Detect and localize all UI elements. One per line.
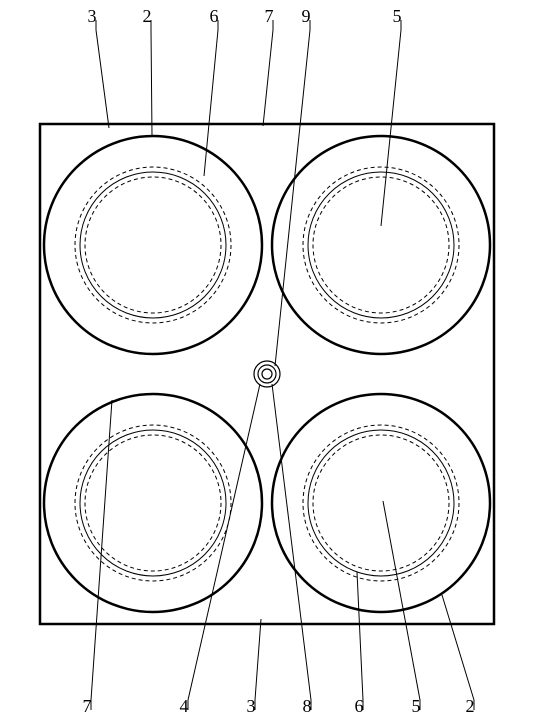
center-hub-ring-1 bbox=[258, 365, 276, 383]
callout-number: 5 bbox=[393, 6, 402, 26]
callout-number: 2 bbox=[143, 6, 152, 26]
outer-circle-0 bbox=[44, 136, 262, 354]
outer-circle-2 bbox=[44, 394, 262, 612]
inner-dashed-out-3 bbox=[303, 425, 459, 581]
leader-line bbox=[381, 30, 401, 226]
callout-number: 3 bbox=[88, 6, 97, 26]
outer-circle-3 bbox=[272, 394, 490, 612]
leader-line bbox=[272, 384, 311, 700]
callout-number: 3 bbox=[247, 696, 256, 716]
callout-number: 2 bbox=[466, 696, 475, 716]
callout-number: 6 bbox=[355, 696, 364, 716]
inner-dashed-out-1 bbox=[303, 167, 459, 323]
inner-dashed-in-0 bbox=[85, 177, 221, 313]
leader-line bbox=[442, 595, 474, 700]
inner-dashed-in-2 bbox=[85, 435, 221, 571]
inner-solid-0 bbox=[80, 172, 226, 318]
leader-line bbox=[383, 501, 420, 700]
technical-diagram: 3 2 6 7 9 5 7 4 3 8 6 5 2 bbox=[0, 0, 534, 728]
callout-number: 7 bbox=[83, 696, 92, 716]
inner-solid-2 bbox=[80, 430, 226, 576]
callout-number: 4 bbox=[180, 696, 189, 716]
callout-number: 8 bbox=[303, 696, 312, 716]
inner-solid-1 bbox=[308, 172, 454, 318]
inner-solid-3 bbox=[308, 430, 454, 576]
leader-line bbox=[188, 384, 260, 700]
leader-line bbox=[255, 619, 261, 700]
callout-number: 5 bbox=[412, 696, 421, 716]
leader-line bbox=[96, 30, 109, 128]
center-hub-ring-2 bbox=[262, 369, 272, 379]
leader-line bbox=[357, 572, 363, 700]
leader-line bbox=[151, 30, 152, 136]
outer-frame bbox=[40, 124, 494, 624]
inner-dashed-in-1 bbox=[313, 177, 449, 313]
inner-dashed-out-0 bbox=[75, 167, 231, 323]
leader-line bbox=[275, 30, 310, 366]
callout-number: 9 bbox=[302, 6, 311, 26]
inner-dashed-out-2 bbox=[75, 425, 231, 581]
callout-number: 7 bbox=[265, 6, 274, 26]
leader-line bbox=[263, 30, 273, 126]
callout-number: 6 bbox=[210, 6, 219, 26]
inner-dashed-in-3 bbox=[313, 435, 449, 571]
outer-circle-1 bbox=[272, 136, 490, 354]
